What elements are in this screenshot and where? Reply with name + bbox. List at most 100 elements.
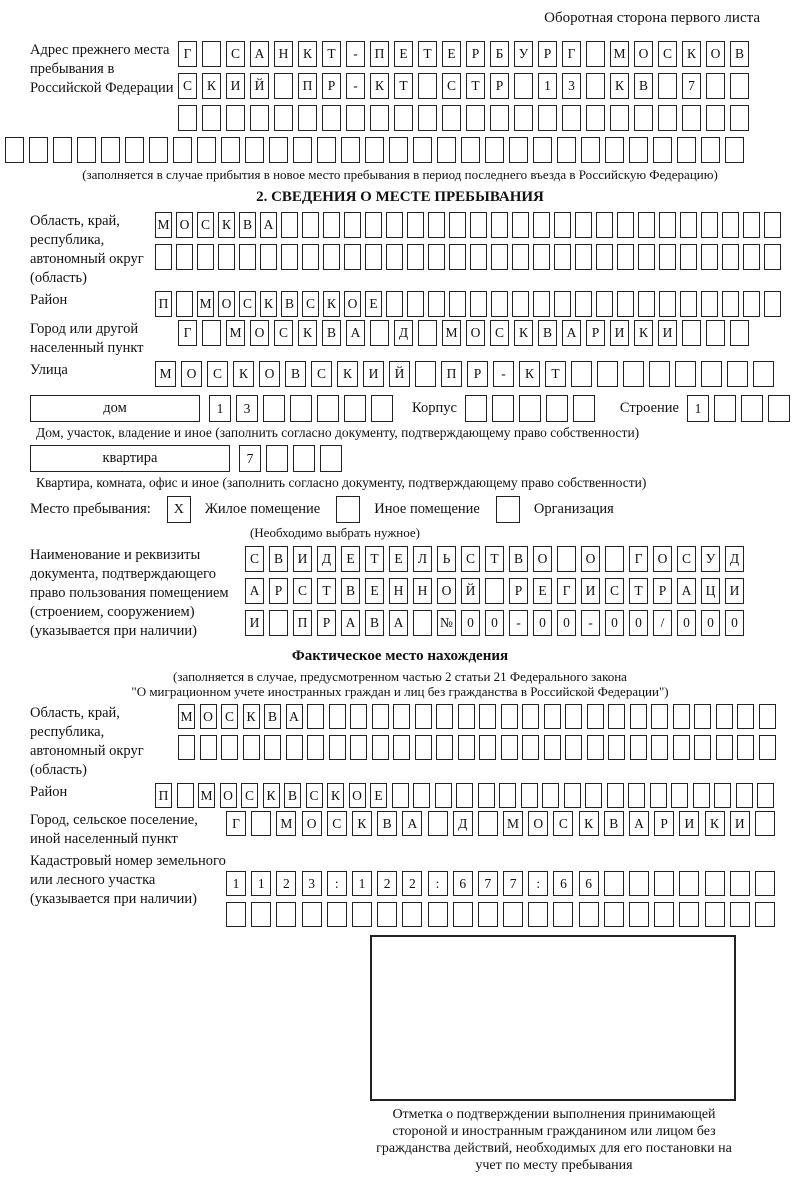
char-cell[interactable]: С	[605, 578, 624, 604]
char-cell[interactable]: Н	[274, 41, 293, 67]
char-cell[interactable]	[545, 395, 568, 422]
char-cell[interactable]	[659, 212, 676, 238]
char-cell[interactable]	[393, 704, 410, 729]
char-cell[interactable]: С	[553, 811, 574, 836]
char-cell[interactable]: О	[581, 546, 600, 572]
char-cell[interactable]: К	[682, 41, 701, 67]
char-cell[interactable]	[155, 244, 172, 270]
char-cell[interactable]	[610, 105, 629, 131]
char-cell[interactable]: П	[155, 291, 172, 317]
char-cell[interactable]	[753, 361, 774, 387]
char-cell[interactable]	[706, 105, 725, 131]
char-cell[interactable]: 0	[725, 610, 744, 636]
char-cell[interactable]: С	[274, 320, 293, 346]
char-cell[interactable]	[491, 395, 514, 422]
char-cell[interactable]: В	[284, 783, 301, 808]
char-cell[interactable]: Т	[394, 73, 413, 99]
char-cell[interactable]	[671, 783, 688, 808]
char-cell[interactable]	[491, 291, 508, 317]
char-cell[interactable]	[226, 105, 245, 131]
char-cell[interactable]	[323, 212, 340, 238]
char-cell[interactable]	[344, 244, 361, 270]
char-cell[interactable]: 0	[557, 610, 576, 636]
char-cell[interactable]	[543, 735, 561, 760]
char-cell[interactable]	[715, 735, 733, 760]
char-cell[interactable]	[464, 395, 487, 422]
char-cell[interactable]: 7	[503, 871, 524, 896]
char-cell[interactable]	[554, 212, 571, 238]
char-cell[interactable]	[623, 361, 644, 387]
char-cell[interactable]: К	[370, 73, 389, 99]
char-cell[interactable]	[586, 704, 604, 729]
char-cell[interactable]	[176, 783, 194, 808]
char-cell[interactable]	[328, 735, 346, 760]
char-cell[interactable]: 2	[276, 871, 297, 896]
char-cell[interactable]	[605, 546, 624, 572]
char-cell[interactable]	[341, 137, 360, 163]
char-cell[interactable]	[634, 105, 653, 131]
char-cell[interactable]: С	[241, 783, 258, 808]
char-cell[interactable]	[239, 244, 256, 270]
char-cell[interactable]: И	[581, 578, 600, 604]
char-cell[interactable]	[449, 291, 466, 317]
char-cell[interactable]	[533, 212, 550, 238]
char-cell[interactable]	[764, 244, 781, 270]
char-cell[interactable]	[557, 546, 576, 572]
char-cell[interactable]	[629, 902, 649, 927]
char-cell[interactable]: С	[311, 361, 332, 387]
char-cell[interactable]	[260, 244, 277, 270]
char-cell[interactable]: С	[490, 320, 509, 346]
char-cell[interactable]	[452, 902, 473, 927]
char-cell[interactable]: 7	[239, 445, 261, 472]
char-cell[interactable]	[727, 361, 748, 387]
char-cell[interactable]	[658, 73, 677, 99]
char-cell[interactable]	[694, 704, 711, 729]
char-cell[interactable]: А	[245, 578, 264, 604]
char-cell[interactable]: К	[578, 811, 599, 836]
char-cell[interactable]: И	[293, 546, 312, 572]
char-cell[interactable]	[407, 244, 424, 270]
char-cell[interactable]	[654, 902, 675, 927]
char-cell[interactable]	[528, 902, 549, 927]
char-cell[interactable]	[680, 212, 697, 238]
char-cell[interactable]: Г	[178, 320, 197, 346]
char-cell[interactable]	[603, 902, 624, 927]
char-cell[interactable]	[386, 291, 403, 317]
char-cell[interactable]	[436, 735, 453, 760]
char-cell[interactable]	[596, 291, 613, 317]
char-cell[interactable]: Р	[653, 578, 672, 604]
char-cell[interactable]	[346, 105, 365, 131]
char-cell[interactable]	[603, 871, 624, 896]
char-cell[interactable]	[281, 244, 298, 270]
char-cell[interactable]: И	[226, 73, 245, 99]
char-cell[interactable]	[428, 212, 445, 238]
char-cell[interactable]	[659, 244, 676, 270]
char-cell[interactable]: А	[260, 212, 277, 238]
char-cell[interactable]	[344, 212, 361, 238]
char-cell[interactable]	[679, 871, 700, 896]
char-cell[interactable]: К	[514, 320, 533, 346]
char-cell[interactable]: С	[239, 291, 256, 317]
char-cell[interactable]	[597, 361, 618, 387]
char-cell[interactable]	[743, 244, 760, 270]
char-cell[interactable]	[500, 704, 518, 729]
char-cell[interactable]: Т	[322, 41, 341, 67]
char-cell[interactable]	[649, 783, 667, 808]
char-cell[interactable]	[694, 735, 711, 760]
char-cell[interactable]	[629, 735, 647, 760]
char-cell[interactable]	[518, 395, 541, 422]
char-cell[interactable]: М	[276, 811, 297, 836]
char-cell[interactable]: 7	[682, 73, 701, 99]
char-cell[interactable]	[394, 105, 413, 131]
char-cell[interactable]	[758, 704, 776, 729]
char-cell[interactable]	[565, 704, 582, 729]
char-cell[interactable]: С	[677, 546, 696, 572]
char-cell[interactable]: О	[437, 578, 456, 604]
char-cell[interactable]	[533, 137, 552, 163]
char-cell[interactable]: Д	[725, 546, 744, 572]
char-cell[interactable]	[328, 704, 346, 729]
char-cell[interactable]	[675, 361, 696, 387]
char-cell[interactable]	[479, 704, 496, 729]
char-cell[interactable]	[557, 137, 576, 163]
char-cell[interactable]	[414, 704, 432, 729]
